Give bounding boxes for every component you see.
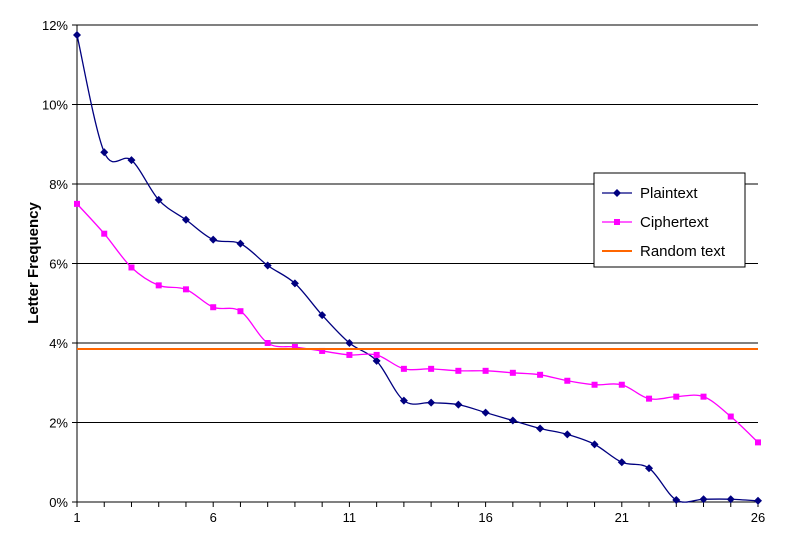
legend: Plaintext Ciphertext Random text [593, 172, 746, 268]
data-point-0-20 [617, 458, 626, 467]
data-point-1-6 [237, 308, 244, 315]
data-point-0-15 [481, 408, 490, 417]
data-point-1-12 [400, 365, 407, 372]
data-point-1-9 [319, 347, 326, 354]
data-point-1-11 [373, 351, 380, 358]
data-point-1-14 [455, 367, 462, 374]
x-tick-label-4: 21 [615, 510, 629, 525]
data-point-1-7 [264, 340, 271, 346]
data-point-0-0 [73, 30, 81, 39]
data-point-0-9 [318, 311, 327, 320]
data-point-0-14 [454, 400, 463, 409]
legend-item-ciphertext: Ciphertext [602, 214, 709, 231]
x-tick-label-1: 6 [210, 510, 217, 525]
legend-label-2: Random text [640, 243, 726, 260]
y-tick-label-3: 6% [49, 257, 68, 272]
y-tick-label-5: 10% [42, 98, 68, 113]
series-plaintext [73, 30, 762, 505]
data-point-0-4 [181, 215, 190, 224]
data-point-1-13 [428, 365, 435, 372]
data-point-1-17 [537, 371, 544, 378]
x-axis-ticks: 1 6 11 16 21 26 [73, 502, 765, 525]
y-axis-ticks: 0% 2% 4% 6% 8% 10% 12% [42, 18, 77, 510]
data-point-1-16 [509, 369, 516, 376]
data-point-0-5 [209, 235, 218, 244]
data-point-1-20 [618, 381, 625, 388]
data-point-1-15 [482, 367, 489, 374]
data-point-0-23 [699, 495, 708, 504]
data-point-1-24 [727, 413, 734, 420]
data-point-1-3 [155, 282, 162, 289]
data-point-0-12 [399, 396, 408, 405]
data-point-0-25 [754, 496, 762, 505]
legend-label-1: Ciphertext [640, 214, 709, 231]
x-tick-label-5: 26 [751, 510, 765, 525]
data-point-0-6 [236, 239, 245, 248]
data-point-1-8 [291, 343, 298, 350]
data-point-0-24 [726, 495, 735, 504]
data-point-0-13 [427, 398, 436, 407]
data-point-1-22 [673, 393, 680, 400]
data-point-1-5 [210, 304, 217, 311]
data-point-0-1 [100, 148, 109, 157]
data-point-1-19 [591, 381, 598, 388]
y-tick-label-0: 0% [49, 495, 68, 510]
legend-marker-0 [613, 189, 621, 197]
x-tick-label-2: 11 [343, 510, 357, 525]
data-point-0-18 [563, 430, 572, 439]
y-tick-label-1: 2% [49, 416, 68, 431]
data-point-1-2 [128, 264, 135, 271]
data-point-1-10 [346, 351, 353, 358]
data-point-1-1 [101, 230, 108, 237]
data-point-0-21 [645, 464, 654, 473]
data-point-1-18 [564, 377, 571, 384]
data-point-0-8 [290, 279, 299, 288]
legend-item-plaintext: Plaintext [602, 185, 698, 202]
legend-marker-1 [614, 219, 620, 225]
data-point-1-0 [74, 200, 80, 207]
y-tick-label-4: 8% [49, 177, 68, 192]
y-axis-label: Letter Frequency [25, 201, 42, 323]
data-point-1-23 [700, 393, 707, 400]
gridlines [77, 24, 758, 423]
data-point-0-16 [508, 416, 517, 425]
data-point-0-22 [672, 496, 681, 505]
series-layer [73, 30, 762, 505]
x-tick-label-3: 16 [478, 510, 492, 525]
legend-label-0: Plaintext [640, 185, 698, 202]
series-ciphertext [74, 200, 761, 446]
data-point-1-21 [646, 395, 653, 402]
data-point-0-2 [127, 156, 136, 165]
y-tick-label-2: 4% [49, 336, 68, 351]
series-line-0 [76, 34, 759, 503]
data-point-0-3 [154, 195, 163, 204]
data-point-1-25 [755, 439, 761, 446]
data-point-0-17 [536, 424, 545, 433]
data-point-0-11 [372, 356, 381, 365]
data-point-1-4 [182, 286, 189, 293]
y-tick-label-6: 12% [42, 18, 68, 33]
legend-item-random-text: Random text [602, 243, 726, 260]
data-point-0-19 [590, 440, 599, 449]
x-tick-label-0: 1 [73, 510, 80, 525]
data-point-0-10 [345, 339, 354, 347]
data-point-0-7 [263, 261, 272, 270]
